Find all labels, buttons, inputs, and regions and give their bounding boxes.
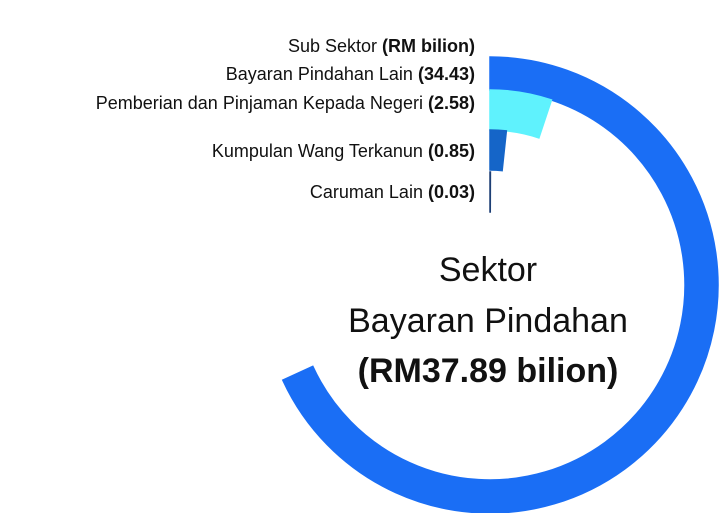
ring-bar <box>489 129 508 172</box>
value-label: (0.85) <box>428 141 475 161</box>
legend-entry: Caruman Lain (0.03) <box>310 182 475 202</box>
value-label: (2.58) <box>428 93 475 113</box>
series-name: Bayaran Pindahan Lain <box>226 64 413 84</box>
value-label: (34.43) <box>418 64 475 84</box>
legend-title: Sub Sektor (RM bilion) <box>288 36 475 56</box>
center-line: Bayaran Pindahan <box>348 302 628 340</box>
series-name: Kumpulan Wang Terkanun <box>212 141 423 161</box>
center-line: (RM37.89 bilion) <box>358 352 619 390</box>
legend-entry: Bayaran Pindahan Lain (34.43) <box>226 64 475 84</box>
title-unit: (RM bilion) <box>382 36 475 56</box>
value-label: (0.03) <box>428 182 475 202</box>
series-name: Pemberian dan Pinjaman Kepada Negeri <box>96 93 423 113</box>
legend-entry: Pemberian dan Pinjaman Kepada Negeri (2.… <box>96 93 475 113</box>
series-name: Caruman Lain <box>310 182 423 202</box>
legend-entry: Kumpulan Wang Terkanun (0.85) <box>212 141 475 161</box>
center-line: Sektor <box>439 251 537 289</box>
ring-bar <box>281 56 719 513</box>
title: Sub Sektor <box>288 36 377 56</box>
